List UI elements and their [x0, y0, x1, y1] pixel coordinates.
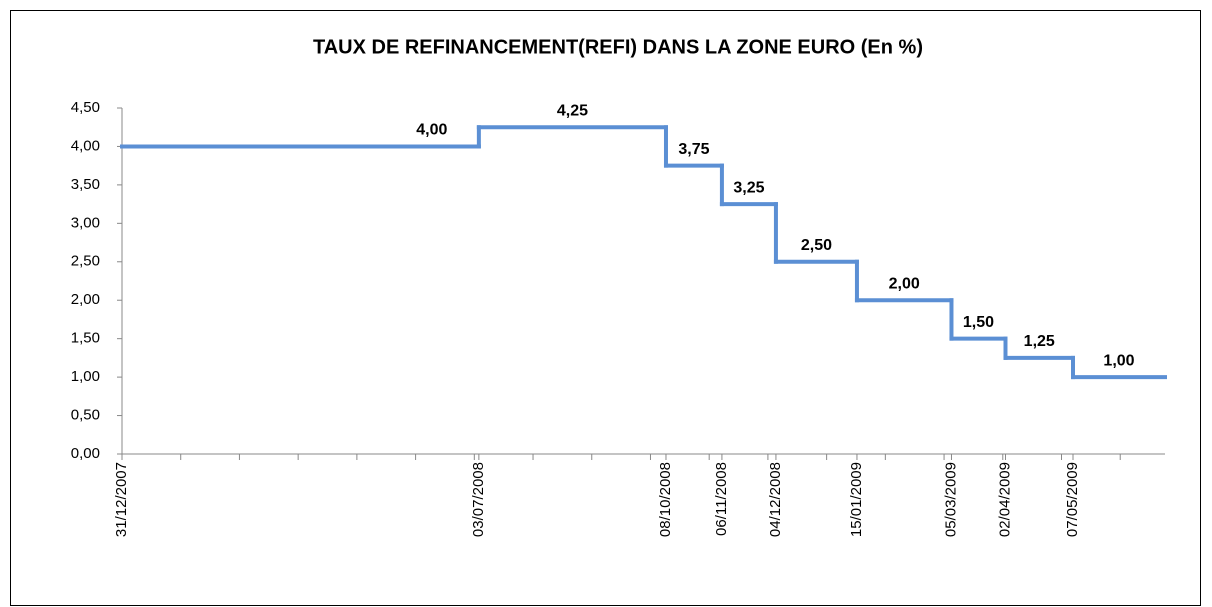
value-label: 2,50	[801, 237, 832, 254]
y-tick-label: 4,50	[71, 99, 100, 116]
value-label: 3,25	[733, 179, 764, 196]
chart-frame	[10, 10, 1201, 606]
y-tick-label: 0,00	[71, 445, 100, 462]
y-tick-label: 3,50	[71, 176, 100, 193]
y-tick-label: 2,00	[71, 291, 100, 308]
value-label: 1,25	[1024, 333, 1055, 350]
value-label: 3,75	[678, 141, 709, 158]
x-tick-label: 03/07/2008	[470, 462, 487, 537]
y-tick-label: 1,00	[71, 368, 100, 385]
x-tick-label: 02/04/2009	[996, 462, 1013, 537]
value-label: 4,00	[416, 122, 447, 139]
x-tick-label: 31/12/2007	[113, 462, 130, 537]
chart-title: TAUX DE REFINANCEMENT(REFI) DANS LA ZONE…	[313, 36, 923, 58]
y-tick-label: 3,00	[71, 214, 100, 231]
y-tick-label: 0,50	[71, 407, 100, 424]
x-tick-label: 06/11/2008	[713, 462, 730, 536]
value-label: 1,00	[1103, 352, 1134, 369]
x-tick-label: 05/03/2009	[942, 462, 959, 537]
y-tick-label: 4,00	[71, 137, 100, 154]
value-label: 2,00	[889, 275, 920, 292]
value-label: 4,25	[557, 102, 588, 119]
y-tick-label: 2,50	[71, 253, 100, 270]
x-tick-label: 08/10/2008	[657, 462, 674, 537]
x-tick-label: 07/05/2009	[1064, 462, 1081, 537]
x-tick-label: 04/12/2008	[767, 462, 784, 537]
x-tick-label: 15/01/2009	[848, 462, 865, 537]
y-tick-label: 1,50	[71, 330, 100, 347]
value-label: 1,50	[963, 314, 994, 331]
